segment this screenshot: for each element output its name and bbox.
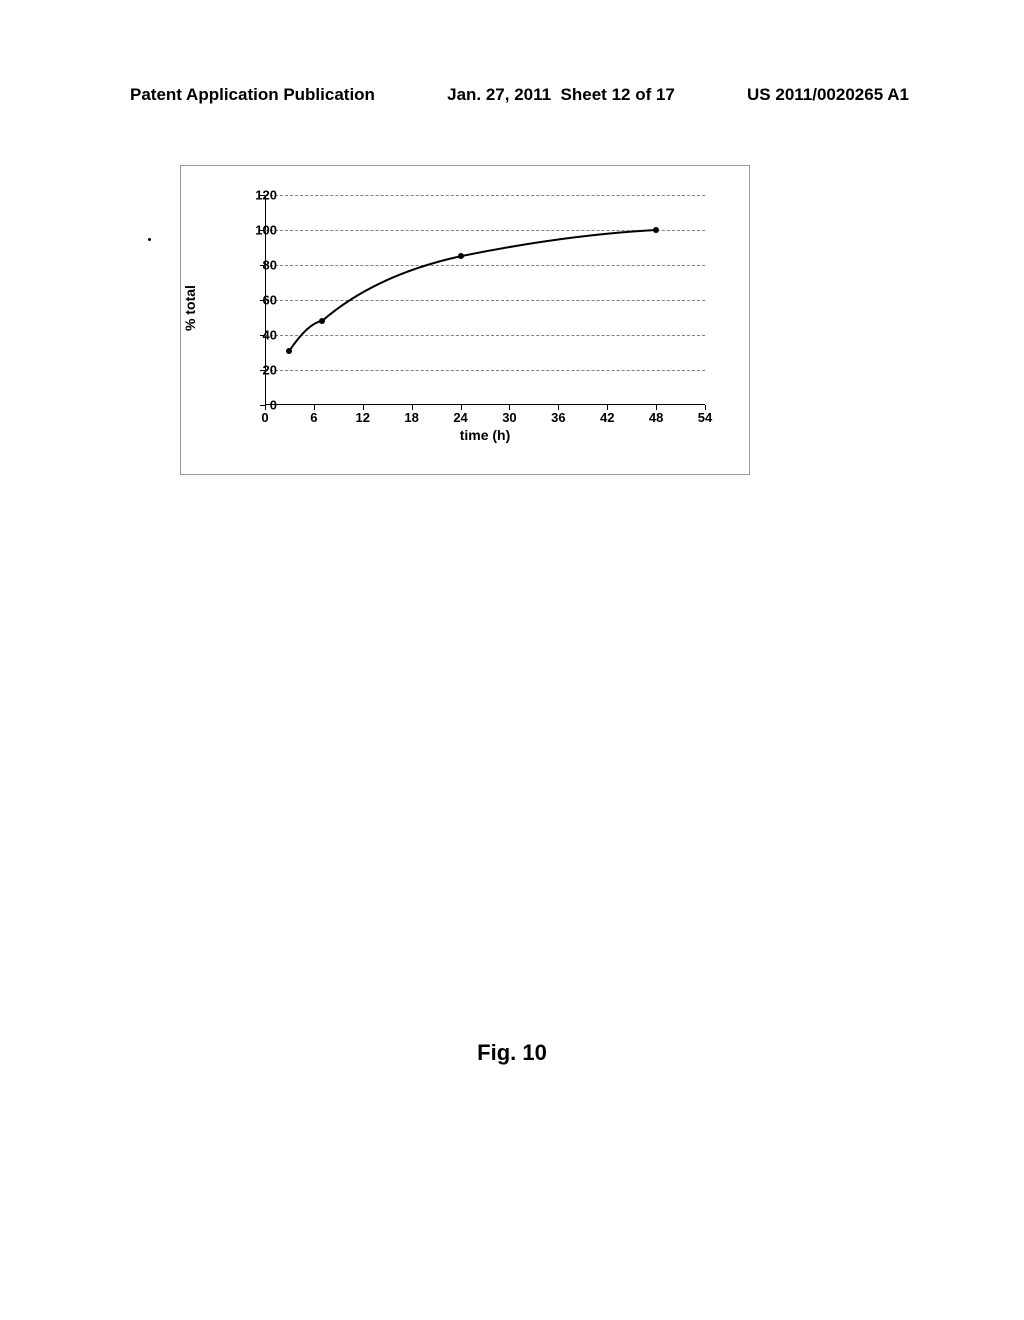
chart-container: 020406080100120 061218243036424854 % tot… <box>265 195 725 445</box>
chart-curve <box>265 195 705 405</box>
y-tick-label: 120 <box>237 188 277 203</box>
page-header: Patent Application Publication Jan. 27, … <box>0 85 1024 105</box>
data-point <box>653 227 659 233</box>
data-point <box>319 318 325 324</box>
header-date-sheet: Jan. 27, 2011 Sheet 12 of 17 <box>447 85 675 105</box>
stray-dot <box>148 238 151 241</box>
y-axis-label: % total <box>182 285 198 331</box>
data-point <box>458 253 464 259</box>
y-tick-label: 40 <box>237 328 277 343</box>
y-tick-label: 80 <box>237 258 277 273</box>
y-tick-label: 100 <box>237 223 277 238</box>
x-tick-label: 24 <box>446 410 476 425</box>
data-point <box>286 348 292 354</box>
x-tick-label: 0 <box>250 410 280 425</box>
header-pubno: US 2011/0020265 A1 <box>747 85 909 105</box>
figure-caption: Fig. 10 <box>0 1040 1024 1066</box>
header-date: Jan. 27, 2011 <box>447 85 551 104</box>
x-tick-label: 6 <box>299 410 329 425</box>
x-tick-label: 18 <box>397 410 427 425</box>
x-tick-label: 36 <box>543 410 573 425</box>
y-tick-label: 20 <box>237 363 277 378</box>
x-tick-label: 42 <box>592 410 622 425</box>
x-tick-label: 12 <box>348 410 378 425</box>
x-tick-label: 48 <box>641 410 671 425</box>
plot-area <box>265 195 705 405</box>
header-publication-type: Patent Application Publication <box>130 85 375 105</box>
x-axis-label: time (h) <box>460 427 511 443</box>
x-tick-label: 54 <box>690 410 720 425</box>
header-sheet: Sheet 12 of 17 <box>561 85 675 104</box>
x-tick-label: 30 <box>494 410 524 425</box>
y-tick-label: 60 <box>237 293 277 308</box>
